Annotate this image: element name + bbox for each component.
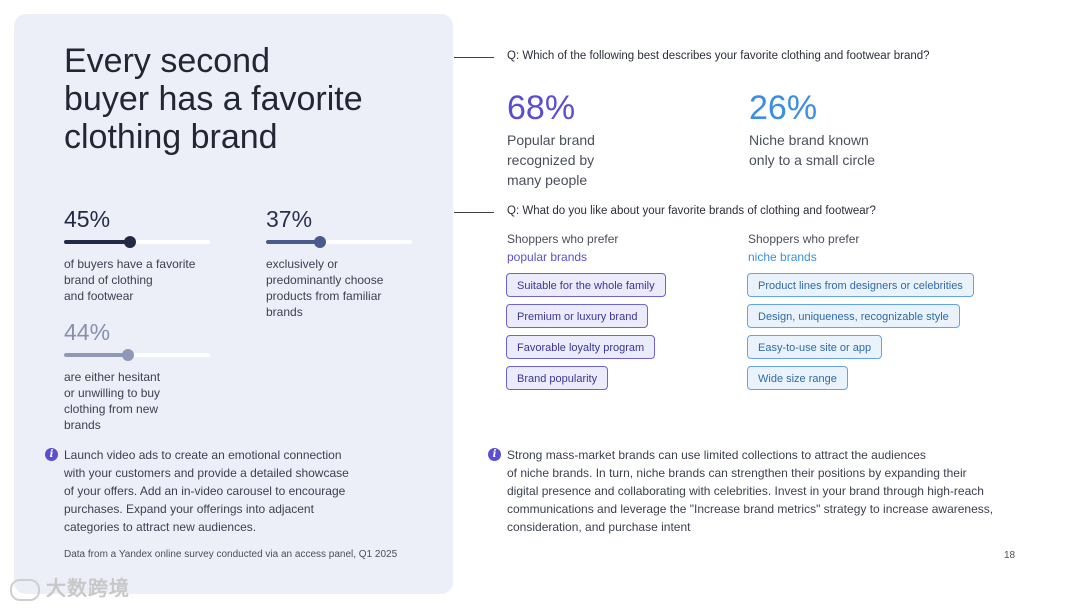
stat-bar-fill <box>266 240 321 244</box>
footnote: Data from a Yandex online survey conduct… <box>64 549 398 560</box>
stat-bar-knob <box>122 349 135 361</box>
left-tip: Launch video ads to create an emotional … <box>64 448 349 534</box>
question-2: Q: What do you like about your favorite … <box>507 205 876 217</box>
watermark-logo-icon <box>10 578 40 601</box>
left-panel <box>14 14 453 594</box>
answer-niche-description: Niche brand known only to a small circle <box>749 132 876 168</box>
page-title: Every second buyer has a favorite clothi… <box>64 42 363 156</box>
stat-bar <box>64 349 210 361</box>
answer-popular-value: 68% <box>507 89 576 127</box>
column-heading-text: Shoppers who prefer <box>748 232 860 246</box>
niche-column-heading: Shoppers who prefer niche brands <box>748 230 859 266</box>
stat-value: 37% <box>266 206 313 232</box>
stat-value: 45% <box>64 206 111 232</box>
niche-reason-chip: Product lines from designers or celebrit… <box>747 273 974 297</box>
stat-familiar-brands: 37% exclusively or predominantly choose … <box>266 206 426 320</box>
page-number: 18 <box>1004 550 1016 561</box>
popular-reason-chip: Brand popularity <box>506 366 609 390</box>
stat-bar-knob <box>123 236 136 248</box>
stat-new-brands-hesitant: 44% are either hesitant or unwilling to … <box>64 319 224 433</box>
popular-reason-chip: Suitable for the whole family <box>506 273 666 297</box>
column-heading-accent: niche brands <box>748 250 817 264</box>
stat-description: exclusively or predominantly choose prod… <box>266 257 384 319</box>
column-heading-accent: popular brands <box>507 250 588 264</box>
answer-popular-description: Popular brand recognized by many people <box>507 132 595 188</box>
stat-favorite-brand: 45% of buyers have a favorite brand of c… <box>64 206 224 304</box>
right-tip: Strong mass-market brands can use limite… <box>507 448 994 534</box>
popular-column-heading: Shoppers who prefer popular brands <box>507 230 618 266</box>
stat-bar <box>64 236 210 248</box>
stat-bar <box>266 236 412 248</box>
question-connector-line <box>454 57 494 58</box>
popular-reason-chip: Favorable loyalty program <box>506 335 656 359</box>
question-connector-line <box>454 212 494 213</box>
info-icon: i <box>488 448 501 461</box>
stat-bar-fill <box>64 353 129 357</box>
niche-reason-chip: Wide size range <box>747 366 848 390</box>
question-1: Q: Which of the following best describes… <box>507 50 930 62</box>
answer-niche-value: 26% <box>749 89 818 127</box>
watermark-text: 大数跨境 <box>46 578 130 600</box>
stat-description: of buyers have a favorite brand of cloth… <box>64 257 196 303</box>
stat-value: 44% <box>64 319 111 345</box>
stat-bar-knob <box>314 236 327 248</box>
info-icon: i <box>45 448 58 461</box>
watermark: 大数跨境 <box>10 572 130 601</box>
column-heading-text: Shoppers who prefer <box>507 232 619 246</box>
niche-reason-chip: Easy-to-use site or app <box>747 335 883 359</box>
stat-description: are either hesitant or unwilling to buy … <box>64 370 161 432</box>
niche-reason-chip: Design, uniqueness, recognizable style <box>747 304 960 328</box>
stat-bar-fill <box>64 240 130 244</box>
popular-reason-chip: Premium or luxury brand <box>506 304 649 328</box>
